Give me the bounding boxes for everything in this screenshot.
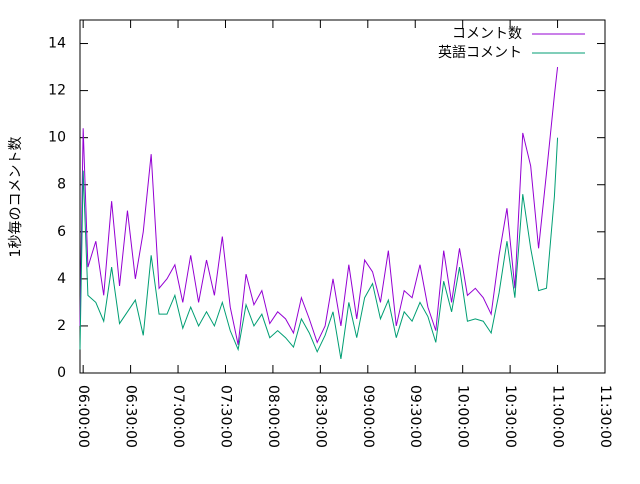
x-tick-label: 10:00:00 <box>455 385 471 448</box>
y-tick-label: 8 <box>57 177 66 193</box>
y-tick-label: 10 <box>48 130 66 146</box>
x-tick-label: 09:30:00 <box>407 385 423 448</box>
x-tick-label: 11:30:00 <box>597 385 613 448</box>
x-tick-label: 08:00:00 <box>265 385 281 448</box>
x-tick-label: 10:30:00 <box>502 385 518 448</box>
legend-label: 英語コメント <box>438 44 522 61</box>
legend-label: コメント数 <box>452 26 522 42</box>
y-tick-label: 12 <box>48 83 66 99</box>
y-tick-label: 2 <box>57 318 66 334</box>
x-tick-label: 06:30:00 <box>123 385 139 448</box>
y-tick-label: 4 <box>57 271 66 287</box>
plot-frame <box>79 19 606 374</box>
series-line <box>79 67 559 345</box>
x-tick-label: 06:00:00 <box>75 385 91 448</box>
x-tick-label: 07:00:00 <box>170 385 186 448</box>
y-tick-label: 6 <box>57 224 66 240</box>
y-axis-label: 1秒毎のコメント数 <box>8 137 24 258</box>
x-tick-label: 07:30:00 <box>217 385 233 448</box>
series-line <box>79 137 559 359</box>
x-tick-label: 08:30:00 <box>312 385 328 448</box>
x-tick-label: 09:00:00 <box>360 385 376 448</box>
x-tick-label: 11:00:00 <box>550 385 566 448</box>
y-tick-label: 14 <box>48 36 66 52</box>
y-tick-label: 0 <box>57 365 66 381</box>
